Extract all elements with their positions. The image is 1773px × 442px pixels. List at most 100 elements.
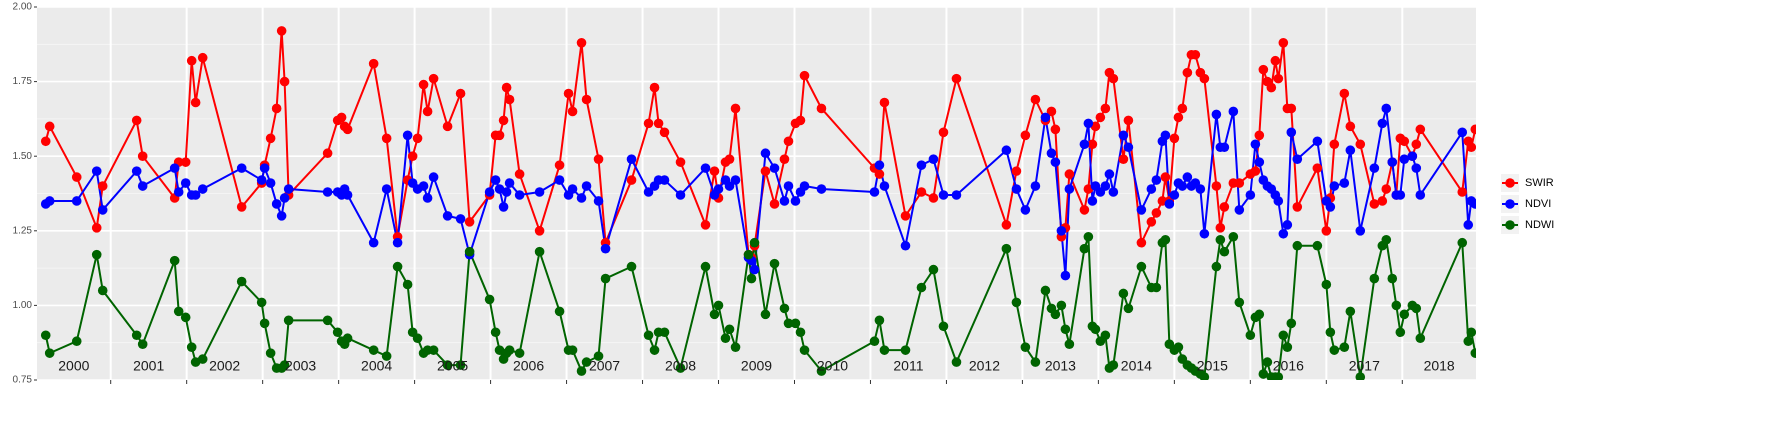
- year-label: 2011: [893, 358, 923, 374]
- data-point: [713, 184, 724, 194]
- data-point: [1050, 157, 1061, 167]
- data-point: [1245, 190, 1256, 200]
- data-point: [428, 345, 439, 355]
- data-point: [332, 327, 343, 338]
- data-point: [1345, 121, 1356, 132]
- data-point: [1011, 297, 1022, 308]
- data-point: [1087, 139, 1098, 150]
- data-point: [279, 76, 290, 87]
- data-point: [1325, 327, 1336, 338]
- data-point: [1254, 309, 1265, 320]
- data-point: [928, 264, 939, 275]
- data-point: [71, 172, 82, 182]
- data-point: [1377, 196, 1388, 206]
- data-point: [675, 190, 686, 200]
- data-point: [795, 115, 806, 126]
- data-point: [1395, 327, 1406, 338]
- data-point: [1001, 220, 1012, 230]
- data-point: [760, 148, 771, 159]
- data-point: [1292, 202, 1303, 212]
- data-point: [790, 196, 801, 206]
- data-point: [1254, 157, 1265, 167]
- data-point: [1273, 372, 1284, 380]
- data-point: [724, 324, 735, 335]
- data-point: [700, 261, 711, 272]
- data-point: [412, 333, 423, 344]
- data-point: [44, 348, 55, 358]
- data-point: [501, 82, 512, 93]
- data-point: [1050, 124, 1061, 135]
- data-point: [418, 181, 429, 191]
- data-point: [131, 166, 142, 176]
- data-point: [938, 127, 949, 138]
- data-point: [514, 190, 525, 200]
- data-point: [402, 130, 413, 141]
- data-point: [1339, 342, 1350, 352]
- data-point: [1164, 199, 1175, 209]
- data-point: [1457, 187, 1468, 197]
- data-point: [951, 357, 962, 367]
- data-point: [554, 160, 565, 170]
- data-point: [1395, 190, 1406, 200]
- data-point: [581, 94, 592, 105]
- data-point: [724, 154, 735, 164]
- data-point: [1381, 184, 1392, 194]
- data-point: [1160, 130, 1171, 141]
- data-point: [484, 187, 495, 197]
- data-point: [1321, 226, 1332, 236]
- data-point: [649, 82, 660, 93]
- data-point: [563, 88, 574, 99]
- data-point: [276, 26, 287, 36]
- data-point: [1312, 240, 1323, 251]
- data-point: [322, 187, 333, 197]
- data-point: [916, 282, 927, 293]
- data-point: [381, 133, 392, 144]
- data-point: [916, 160, 927, 170]
- data-point: [1286, 103, 1297, 114]
- data-point: [799, 345, 810, 355]
- data-point: [700, 163, 711, 173]
- data-point: [799, 70, 810, 81]
- data-point: [938, 190, 949, 200]
- data-point: [1355, 139, 1366, 150]
- data-point: [1136, 237, 1147, 248]
- plot-marks: [40, 26, 1476, 380]
- data-point: [749, 264, 760, 275]
- data-point: [91, 166, 102, 176]
- y-tick-label: 0.75: [13, 375, 33, 386]
- data-point: [137, 181, 148, 191]
- data-point: [71, 336, 82, 347]
- data-point: [40, 136, 51, 147]
- data-point: [259, 318, 270, 329]
- data-point: [342, 190, 353, 200]
- legend-point: [1505, 199, 1515, 209]
- data-point: [879, 345, 890, 355]
- data-point: [1215, 223, 1226, 233]
- data-point: [1355, 372, 1366, 380]
- data-point: [675, 363, 686, 373]
- data-point: [455, 88, 466, 99]
- data-point: [1056, 300, 1067, 311]
- data-point: [504, 345, 515, 355]
- data-point: [197, 184, 208, 194]
- data-point: [1399, 309, 1410, 320]
- data-point: [1199, 73, 1210, 84]
- data-point: [1118, 130, 1129, 141]
- data-point: [464, 246, 475, 257]
- data-point: [1118, 288, 1129, 299]
- year-label: 2007: [589, 358, 620, 374]
- year-label: 2009: [741, 358, 772, 374]
- legend-label: NDVI: [1525, 198, 1551, 210]
- data-point: [504, 94, 515, 105]
- data-point: [368, 58, 379, 69]
- data-point: [1228, 106, 1239, 117]
- data-point: [137, 339, 148, 349]
- data-point: [1173, 112, 1184, 123]
- data-point: [1020, 342, 1031, 352]
- data-point: [1030, 94, 1041, 105]
- data-point: [1123, 142, 1134, 153]
- data-point: [1219, 202, 1230, 212]
- data-point: [600, 273, 611, 284]
- data-point: [1177, 103, 1188, 114]
